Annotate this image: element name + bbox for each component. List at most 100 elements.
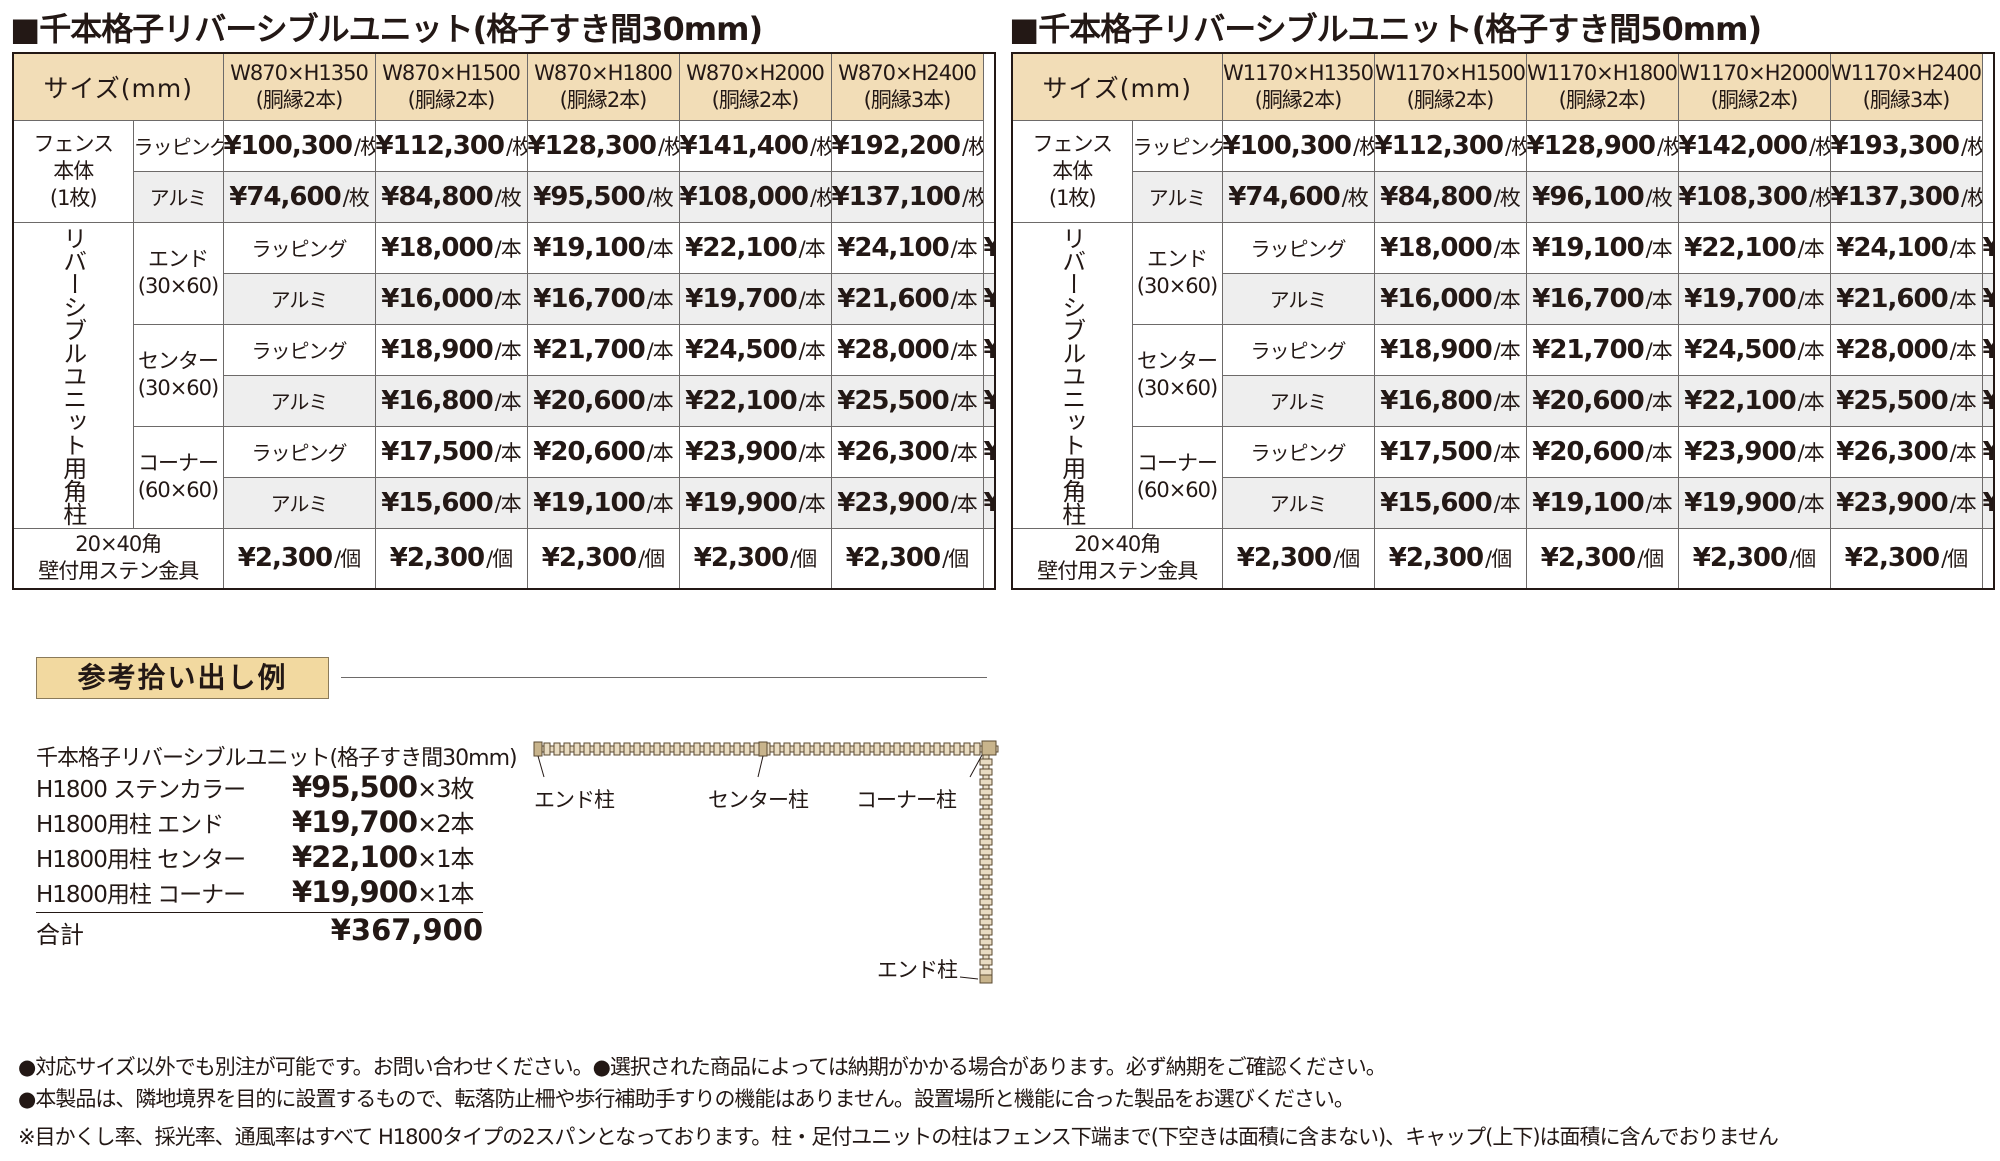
price-unit: /本 (950, 287, 978, 312)
price-cell: ¥17,500/本 (1373, 425, 1527, 478)
price-cell: ¥22,100/本 (1677, 221, 1831, 274)
price-cell: ¥16,800/本 (374, 374, 528, 427)
fence-slat (683, 742, 691, 756)
price-unit: /本 (646, 338, 674, 363)
price-unit: /枚 (1505, 134, 1525, 159)
example-line: H1800 ステンカラー ¥95,500×3枚 (36, 769, 474, 804)
size-rails: (胴縁2本) (1710, 87, 1799, 112)
price-cell: ¥74,600/枚 (222, 170, 376, 223)
price-cell: ¥26,300/本 (1981, 374, 1995, 427)
bracket-label: 20×40角 壁付用ステン金具 (1011, 527, 1223, 590)
price-unit: /本 (1645, 440, 1673, 465)
price-unit: /本 (494, 389, 522, 414)
price-value: ¥25,700 (984, 284, 994, 314)
example-line: H1800用柱 コーナー ¥19,900×1本 (36, 874, 474, 909)
fence-body-label: フェンス 本体 (1枚) (1011, 119, 1133, 223)
price-value: ¥25,700 (1983, 284, 1993, 314)
price-unit: /個 (1485, 547, 1512, 572)
fence-slat (979, 938, 993, 946)
total-value: ¥367,900 (330, 913, 483, 947)
price-value: ¥18,900 (381, 334, 493, 365)
size-header: W1170×H1500 (胴縁2本) (1373, 52, 1527, 121)
price-unit: /本 (1949, 440, 1977, 465)
price-cell: ¥96,100/枚 (1525, 170, 1679, 223)
table-title-30mm: ■千本格子リバーシブルユニット(格子すき間30mm) (10, 10, 763, 48)
price-unit: /本 (798, 389, 826, 414)
price-cell: ¥26,300/本 (1829, 425, 1983, 478)
price-cell: ¥2,300/個 (1525, 527, 1679, 590)
price-cell: ¥19,100/本 (1525, 221, 1679, 274)
material-label: アルミ (1221, 476, 1375, 529)
price-table-30mm: サイズ(mm) W870×H1350 (胴縁2本) W870×H1500 (胴縁2本) W… (12, 52, 996, 590)
example-amount: ¥95,500 (292, 770, 418, 804)
price-cell: ¥15,600/本 (1373, 476, 1527, 529)
fence-slat (553, 742, 561, 756)
price-value: ¥23,900 (685, 436, 797, 467)
price-cell: ¥20,600/本 (526, 374, 680, 427)
price-value: ¥15,600 (1380, 487, 1492, 518)
price-value: ¥23,900 (1684, 436, 1796, 467)
price-cell: ¥192,200/枚 (830, 119, 984, 172)
price-unit: /枚 (1353, 134, 1373, 159)
price-value: ¥19,700 (1684, 283, 1796, 314)
table-row: アルミ¥16,800/本¥20,600/本¥22,100/本¥25,500/本¥… (13, 374, 996, 427)
price-unit: /本 (950, 389, 978, 414)
table-row: アルミ¥16,800/本¥20,600/本¥22,100/本¥25,500/本¥… (1012, 374, 1995, 427)
price-value: ¥21,600 (837, 283, 949, 314)
price-unit: /本 (494, 287, 522, 312)
price-unit: /本 (798, 491, 826, 516)
price-unit: /本 (1797, 389, 1825, 414)
price-cell: ¥21,700/本 (1525, 323, 1679, 376)
fence-slat (903, 742, 911, 756)
fence-slat (979, 908, 993, 916)
size-header: W1170×H1800 (胴縁2本) (1525, 52, 1679, 121)
price-unit: /本 (646, 287, 674, 312)
note-line-2: ●本製品は、隣地境界を目的に設置するもので、転落防止柵や歩行補助手すりの機能はあ… (18, 1087, 1355, 1111)
price-cell: ¥19,100/本 (1525, 476, 1679, 529)
price-value: ¥23,900 (1836, 487, 1948, 518)
size-header: W1170×H2400 (胴縁3本) (1829, 52, 1983, 121)
material-label: ラッピング (132, 119, 224, 172)
size-dimension: W1170×H2000 (1678, 60, 1830, 85)
price-cell: ¥22,100/本 (1677, 374, 1831, 427)
price-value: ¥29,200 (1983, 335, 1993, 365)
fence-slat (973, 742, 981, 756)
price-value: ¥26,300 (984, 386, 994, 416)
price-value: ¥96,100 (1532, 181, 1644, 212)
price-value: ¥18,000 (381, 232, 493, 263)
example-amount: ¥19,700 (292, 805, 418, 839)
layout-diagram (533, 740, 999, 984)
example-amount: ¥19,900 (292, 875, 418, 909)
price-unit: /個 (1789, 547, 1816, 572)
fence-slat (823, 742, 831, 756)
price-value: ¥21,600 (1836, 283, 1948, 314)
diagram-label-corner-post: コーナー柱 (856, 788, 957, 812)
price-value: ¥74,600 (1228, 181, 1340, 212)
price-value: ¥18,900 (1380, 334, 1492, 365)
price-unit: /本 (1493, 491, 1521, 516)
price-unit: /本 (646, 389, 674, 414)
price-cell: ¥16,700/本 (526, 272, 680, 325)
price-cell: ¥100,300/枚 (1221, 119, 1375, 172)
price-table-50mm: サイズ(mm) W1170×H1350 (胴縁2本) W1170×H1500 (胴縁2本… (1011, 52, 1995, 590)
fence-slat (703, 742, 711, 756)
fence-slat (979, 888, 993, 896)
price-value: ¥25,500 (1836, 385, 1948, 416)
fence-slat (653, 742, 661, 756)
price-cell: ¥142,000/枚 (1677, 119, 1831, 172)
label-line: エンド (1147, 247, 1208, 271)
price-unit: /個 (638, 547, 665, 572)
price-cell: ¥23,900/本 (830, 476, 984, 529)
price-unit: /本 (1645, 236, 1673, 261)
size-dimension: W1170×H1800 (1526, 60, 1678, 85)
price-unit: /本 (1645, 338, 1673, 363)
material-label: ラッピング (1221, 221, 1375, 274)
price-unit: /個 (942, 547, 969, 572)
fence-slat (979, 868, 993, 876)
fence-slat (979, 788, 993, 796)
price-value: ¥2,300 (693, 543, 789, 574)
fence-slat (979, 828, 993, 836)
price-value: ¥17,500 (1380, 436, 1492, 467)
price-cell: ¥20,600/本 (1525, 374, 1679, 427)
price-unit: /本 (646, 236, 674, 261)
